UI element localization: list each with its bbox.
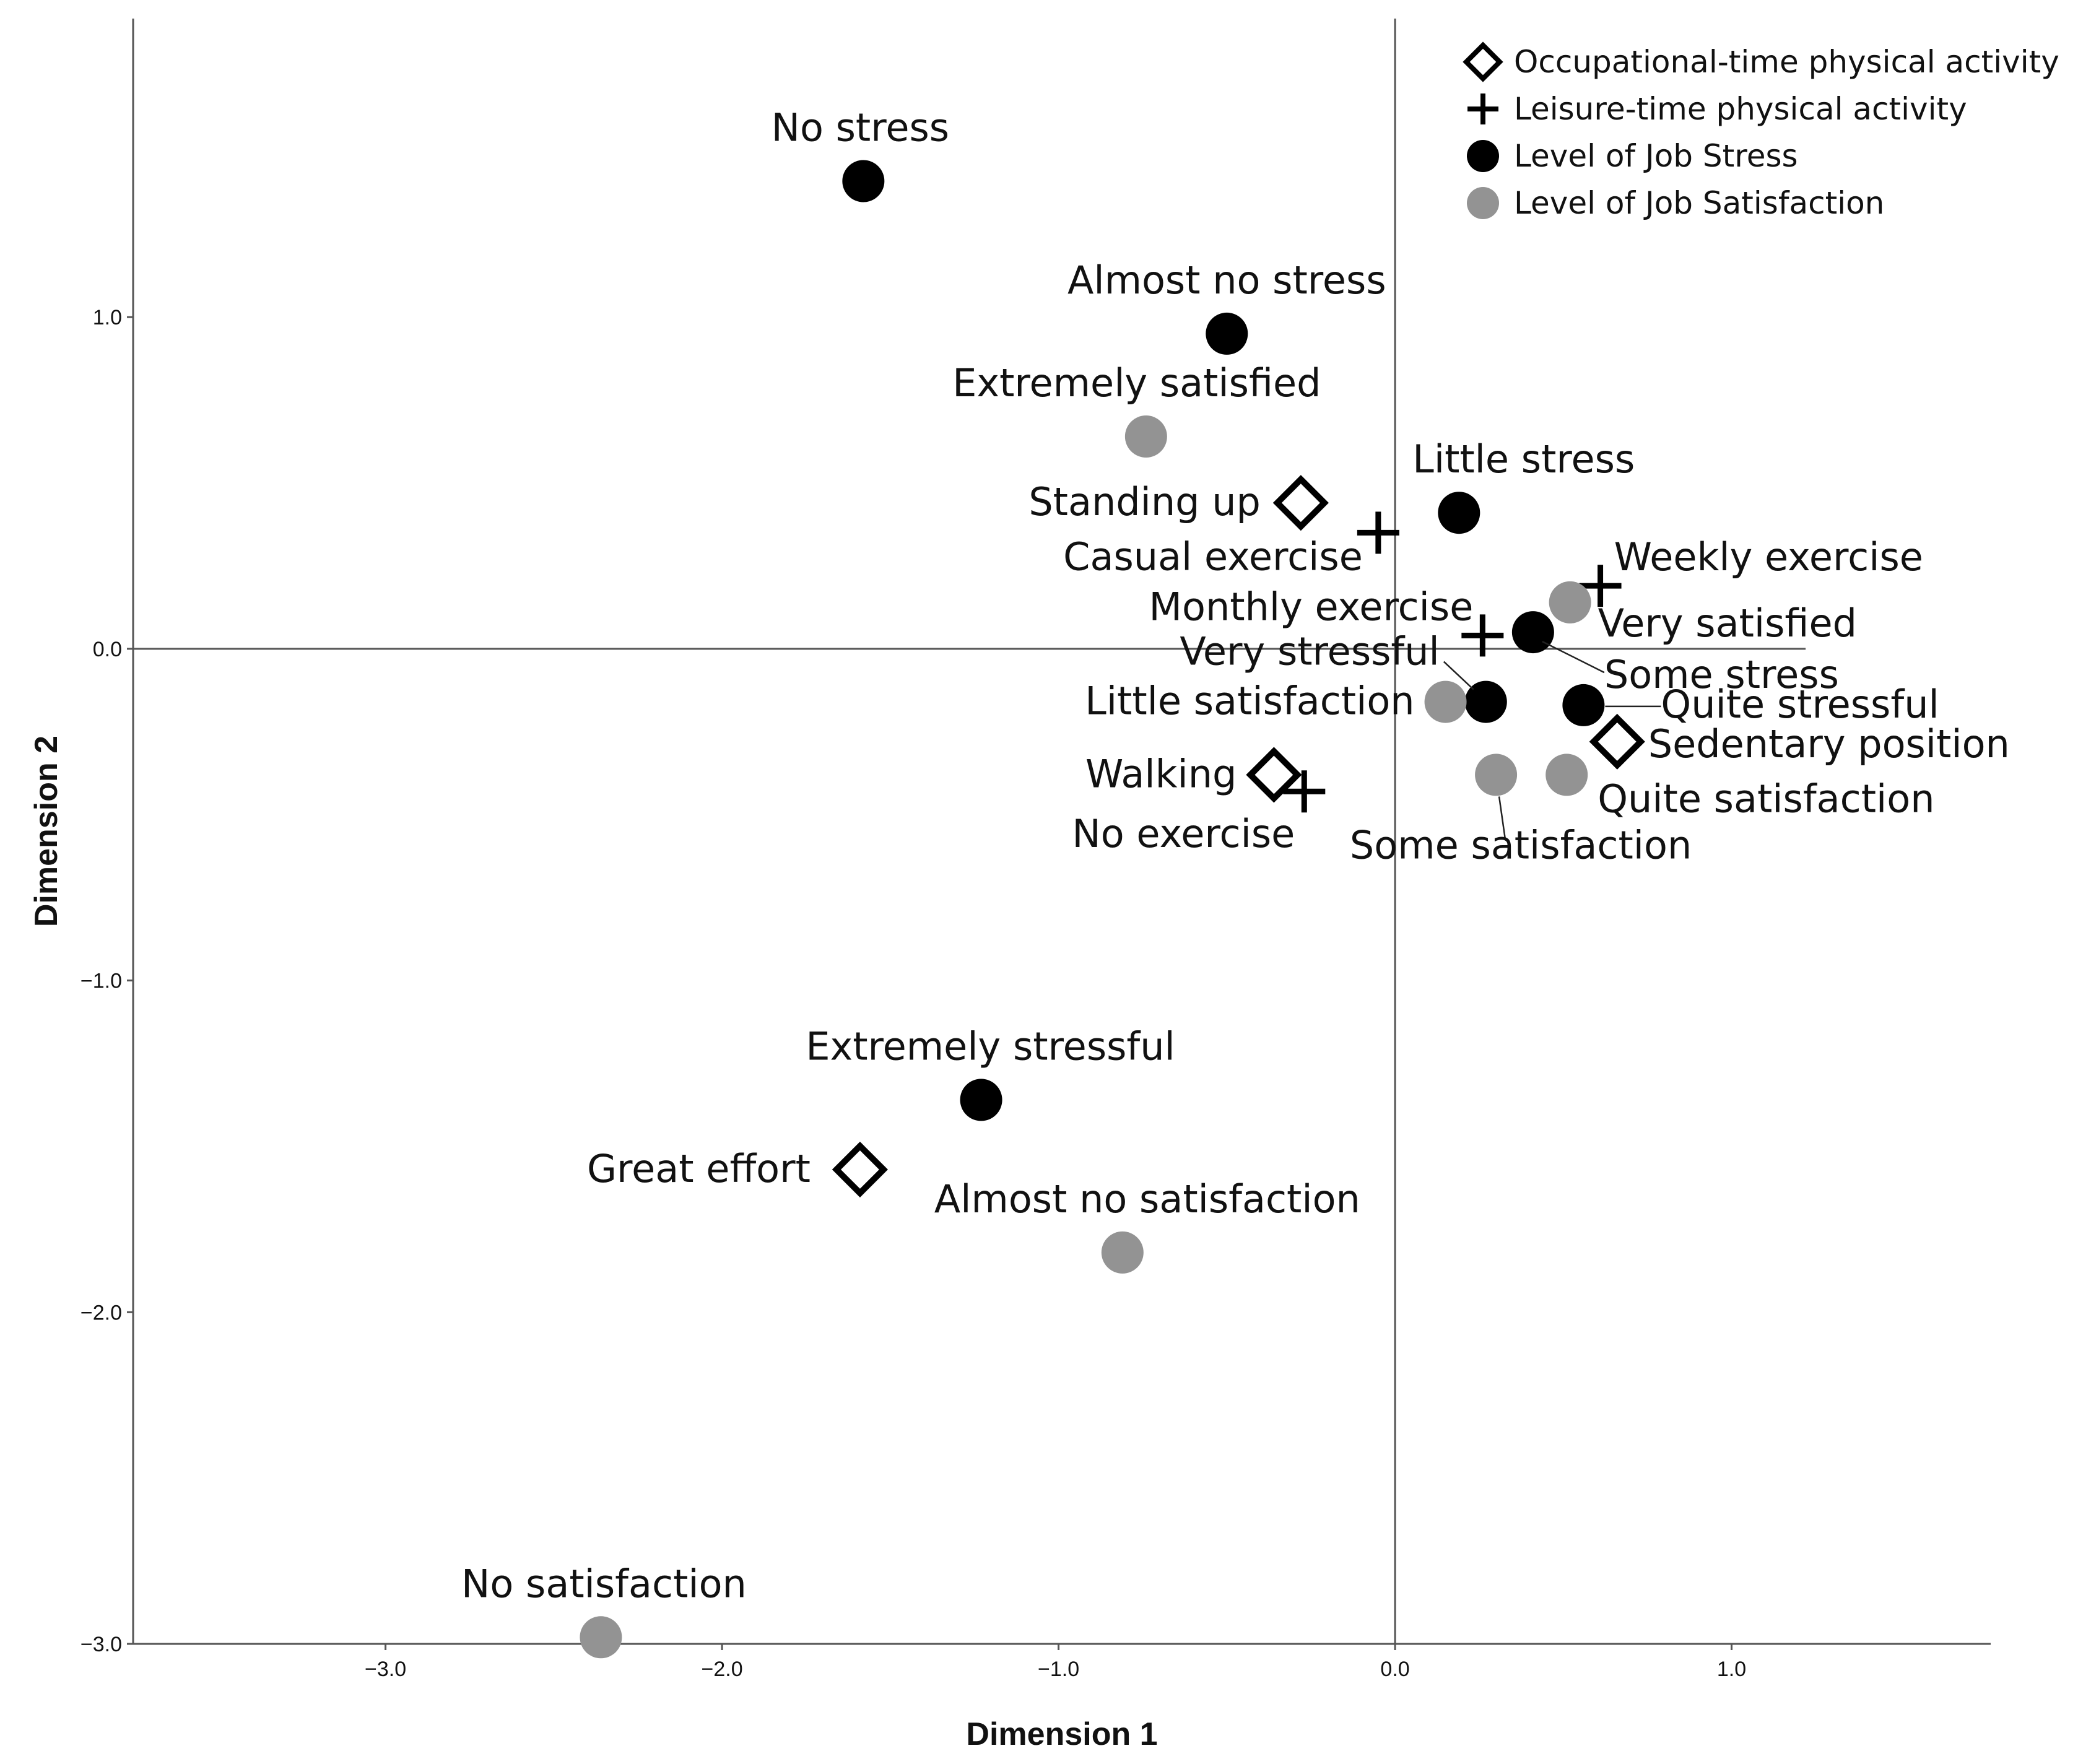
monthly-exercise-marker — [1461, 614, 1504, 657]
point-labels: Standing up Walking Sedentary position Grea… — [461, 105, 2010, 1607]
little-stress-label: Little stress — [1412, 437, 1635, 482]
quite-stressful-marker — [1562, 684, 1605, 726]
standing-up-label: Standing up — [1028, 479, 1261, 524]
legend-item-occupational-time-physical-activity: Occupational-time physical activity — [1463, 41, 2059, 82]
almost-no-stress-label: Almost no stress — [1067, 258, 1386, 303]
legend-diamond-icon — [1463, 41, 1503, 82]
some-stress-leader-line — [1542, 640, 1605, 674]
very-stressful-leader-line — [1443, 661, 1474, 690]
standing-up-marker — [1272, 475, 1329, 531]
great-effort-marker — [832, 1141, 888, 1197]
y-tick-label: −1.0 — [80, 970, 122, 993]
legend-label: Leisure-time physical activity — [1514, 91, 1967, 127]
sedentary-position-marker — [1589, 713, 1645, 770]
legend-plus-icon — [1467, 93, 1498, 124]
legend-label: Level of Job Satisfaction — [1514, 185, 1884, 221]
y-tick-label: 0.0 — [93, 638, 122, 661]
extremely-stressful-label: Extremely stressful — [806, 1023, 1175, 1069]
no-satisfaction-marker — [580, 1616, 622, 1659]
quite-stressful-label: Quite stressful — [1661, 682, 1939, 727]
y-tick-label: 1.0 — [93, 306, 122, 329]
legend-item-level-of-job-stress: Level of Job Stress — [1467, 138, 1798, 174]
walking-label: Walking — [1085, 751, 1237, 796]
x-tick-label: −2.0 — [702, 1658, 743, 1681]
axes: −3.0 −2.0 −1.0 0.0 1.0 1.0 0.0 −1.0 −2.0 −3.0 Dime… — [28, 19, 1991, 1752]
legend: Occupational-time physical activity Leisu… — [1463, 41, 2059, 221]
no-stress-label: No stress — [772, 105, 950, 150]
very-stressful-label: Very stressful — [1180, 629, 1439, 674]
some-stress-label: Some stress — [1604, 652, 1839, 697]
no-exercise-label: No exercise — [1072, 811, 1295, 856]
casual-exercise-label: Casual exercise — [1063, 534, 1363, 579]
little-satisfaction-label: Little satisfaction — [1085, 679, 1414, 724]
some-satisfaction-leader-line — [1498, 796, 1506, 840]
little-satisfaction-marker — [1424, 680, 1467, 723]
very-satisfied-marker — [1549, 581, 1591, 623]
weekly-exercise-marker — [1579, 565, 1622, 607]
x-tick-label: −3.0 — [365, 1658, 406, 1681]
legend-item-leisure-time-physical-activity: Leisure-time physical activity — [1467, 91, 1967, 127]
y-axis-title: Dimension 2 — [28, 736, 64, 927]
x-axis-title: Dimension 1 — [966, 1716, 1157, 1752]
no-exercise-marker — [1283, 770, 1326, 813]
legend-circle-icon — [1467, 140, 1499, 172]
almost-no-satisfaction-marker — [1101, 1231, 1144, 1274]
y-tick-label: −2.0 — [80, 1301, 122, 1324]
almost-no-stress-marker — [1206, 312, 1248, 355]
some-stress-marker — [1511, 611, 1554, 654]
casual-exercise-marker — [1357, 511, 1399, 554]
x-tick-label: 1.0 — [1717, 1658, 1746, 1681]
some-satisfaction-marker — [1475, 754, 1518, 796]
y-tick-label: −3.0 — [80, 1633, 122, 1656]
extremely-satisfied-label: Extremely satisfied — [952, 360, 1321, 406]
monthly-exercise-label: Monthly exercise — [1149, 584, 1474, 629]
x-tick-label: 0.0 — [1380, 1658, 1409, 1681]
walking-marker — [1246, 747, 1302, 803]
no-stress-marker — [842, 160, 885, 202]
legend-item-level-of-job-satisfaction: Level of Job Satisfaction — [1467, 185, 1884, 221]
great-effort-label: Great effort — [587, 1146, 811, 1191]
almost-no-satisfaction-label: Almost no satisfaction — [934, 1176, 1360, 1222]
very-stressful-marker — [1464, 680, 1507, 723]
weekly-exercise-label: Weekly exercise — [1614, 534, 1923, 580]
legend-label: Occupational-time physical activity — [1514, 44, 2059, 80]
little-stress-marker — [1438, 492, 1480, 534]
no-satisfaction-label: No satisfaction — [461, 1561, 747, 1606]
legend-label: Level of Job Stress — [1514, 138, 1798, 174]
quite-satisfaction-label: Quite satisfaction — [1598, 776, 1934, 821]
very-satisfied-label: Very satisfied — [1598, 601, 1857, 646]
extremely-stressful-marker — [960, 1079, 1002, 1121]
extremely-satisfied-marker — [1124, 415, 1167, 458]
data-points — [580, 160, 1645, 1659]
legend-circle-icon — [1467, 187, 1499, 219]
some-satisfaction-label: Some satisfaction — [1350, 822, 1692, 867]
sedentary-position-label: Sedentary position — [1648, 721, 2010, 767]
x-tick-label: −1.0 — [1038, 1658, 1079, 1681]
quite-satisfaction-marker — [1545, 754, 1588, 796]
